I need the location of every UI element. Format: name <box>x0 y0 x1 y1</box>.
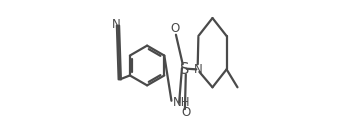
Text: O: O <box>170 22 179 36</box>
Text: S: S <box>180 62 189 77</box>
Text: N: N <box>194 63 203 76</box>
Text: NH: NH <box>174 95 191 109</box>
Text: N: N <box>112 18 121 31</box>
Text: O: O <box>181 107 190 119</box>
